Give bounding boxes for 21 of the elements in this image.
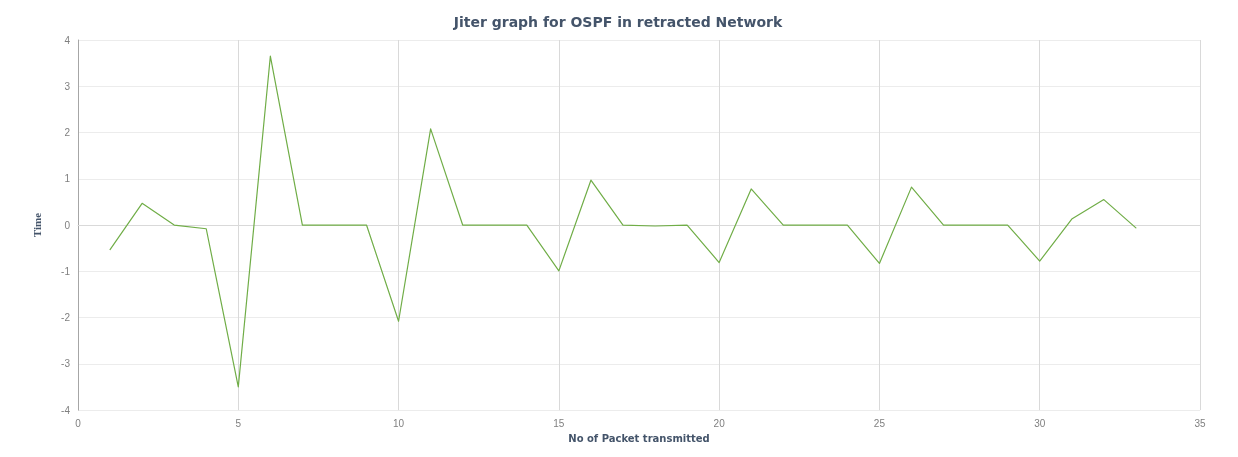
y-tick-label: -2 xyxy=(61,312,71,324)
x-tick-label: 30 xyxy=(1034,417,1046,429)
y-tick-label: 3 xyxy=(64,80,71,92)
x-tick-label: 35 xyxy=(1194,417,1206,429)
y-tick-label: -4 xyxy=(61,404,71,416)
line-series xyxy=(109,55,1137,388)
y-tick-label: -1 xyxy=(61,265,71,277)
x-tick-label: 25 xyxy=(873,417,886,429)
x-tick-label: 5 xyxy=(235,417,242,429)
y-tick-label: -3 xyxy=(61,358,71,370)
y-tick-label: 0 xyxy=(64,219,71,231)
y-axis-title: Time xyxy=(30,212,43,238)
x-tick-label: 0 xyxy=(75,417,82,429)
y-tick-label: 2 xyxy=(64,127,71,139)
chart-title: Jiter graph for OSPF in retracted Network xyxy=(452,14,783,30)
y-tick-label: 1 xyxy=(64,173,71,185)
y-tick-label: 4 xyxy=(64,34,71,46)
x-tick-label: 20 xyxy=(713,417,726,429)
x-axis-title: No of Packet transmitted xyxy=(568,432,710,444)
x-tick-label: 10 xyxy=(393,417,405,429)
x-tick-label: 15 xyxy=(553,417,565,429)
